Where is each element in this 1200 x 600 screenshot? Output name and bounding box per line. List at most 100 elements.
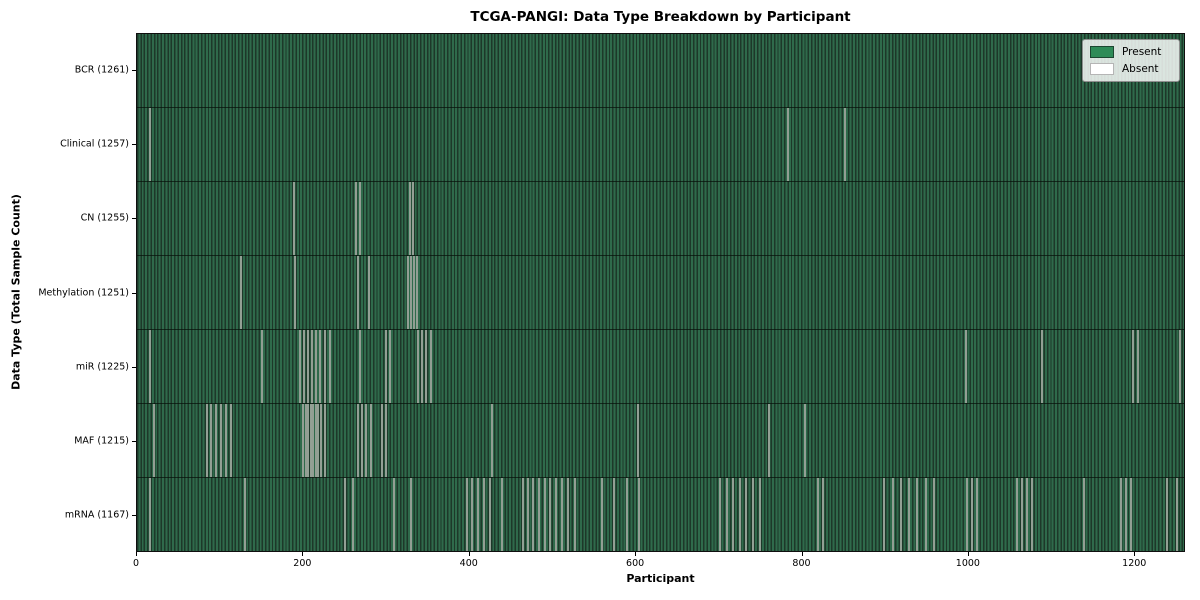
absent-mark [465, 478, 468, 551]
xtick-label: 800 [792, 558, 811, 569]
absent-mark [786, 108, 789, 181]
absent-mark [149, 330, 152, 403]
absent-mark [239, 256, 242, 329]
absent-mark [302, 330, 305, 403]
xtick-label: 1200 [1122, 558, 1147, 569]
absent-mark [561, 478, 564, 551]
absent-mark [304, 404, 307, 477]
absent-mark [1165, 478, 1168, 551]
absent-mark [625, 478, 628, 551]
ytick-mark [132, 144, 136, 146]
absent-mark [409, 256, 412, 329]
absent-mark [964, 330, 967, 403]
absent-mark [370, 404, 373, 477]
absent-mark [976, 478, 979, 551]
absent-mark [971, 478, 974, 551]
absent-mark [229, 404, 232, 477]
absent-mark [732, 478, 735, 551]
ytick-label: mRNA (1167) [64, 509, 129, 521]
absent-mark [302, 404, 305, 477]
absent-mark [483, 478, 486, 551]
chart-title: TCGA-PANGI: Data Type Breakdown by Parti… [470, 9, 851, 25]
absent-mark [365, 404, 368, 477]
absent-mark [412, 182, 415, 255]
absent-mark [420, 330, 423, 403]
ytick-label: Methylation (1251) [38, 287, 129, 298]
absent-mark [224, 404, 227, 477]
plot-area [136, 33, 1185, 552]
absent-mark [821, 478, 824, 551]
absent-mark [471, 478, 474, 551]
absent-mark [908, 478, 911, 551]
absent-mark [1031, 478, 1034, 551]
absent-mark [916, 478, 919, 551]
absent-mark [549, 478, 552, 551]
ytick-mark [132, 514, 136, 516]
absent-mark [393, 478, 396, 551]
absent-mark [1178, 330, 1181, 403]
absent-mark [758, 478, 761, 551]
absent-mark [966, 478, 969, 551]
absent-mark [367, 256, 370, 329]
absent-mark [314, 404, 317, 477]
absent-mark [385, 330, 388, 403]
absent-mark [490, 404, 493, 477]
absent-mark [356, 256, 359, 329]
absent-mark [613, 478, 616, 551]
absent-mark [209, 404, 212, 477]
absent-mark [522, 478, 525, 551]
absent-mark [317, 404, 319, 477]
row-miR [137, 329, 1184, 403]
ytick-label: Clinical (1257) [60, 138, 129, 150]
absent-mark [319, 330, 322, 403]
ytick-label: BCR (1261) [74, 64, 129, 76]
absent-mark [323, 404, 326, 477]
absent-mark [149, 478, 152, 551]
xtick-mark [801, 552, 803, 556]
absent-mark [380, 404, 383, 477]
absent-mark [219, 404, 222, 477]
absent-mark [1129, 478, 1132, 551]
row-BCR [137, 34, 1184, 107]
absent-mark [752, 478, 755, 551]
absent-mark [343, 478, 346, 551]
legend-swatch-absent [1090, 63, 1114, 75]
absent-mark [311, 330, 314, 403]
legend-label-absent: Absent [1122, 63, 1159, 75]
absent-mark [767, 404, 770, 477]
absent-mark [149, 108, 152, 181]
xtick-mark [1134, 552, 1136, 556]
absent-mark [1016, 478, 1019, 551]
absent-mark [501, 478, 504, 551]
ytick-mark [132, 440, 136, 442]
absent-mark [323, 330, 326, 403]
row-CN [137, 181, 1184, 255]
absent-mark [725, 478, 728, 551]
absent-mark [636, 404, 639, 477]
absent-mark [415, 256, 418, 329]
ytick-label: CN (1255) [80, 212, 129, 224]
absent-mark [891, 478, 894, 551]
absent-mark [214, 404, 217, 477]
ytick-label: MAF (1215) [74, 435, 129, 447]
absent-mark [718, 478, 721, 551]
absent-mark [573, 478, 576, 551]
absent-mark [312, 404, 315, 477]
absent-mark [1082, 478, 1085, 551]
absent-mark [537, 478, 540, 551]
absent-mark [1132, 330, 1135, 403]
row-Methylation [137, 255, 1184, 329]
absent-mark [307, 404, 310, 477]
xtick-label: 600 [626, 558, 645, 569]
absent-mark [292, 182, 295, 255]
ytick-mark [132, 70, 136, 72]
absent-mark [488, 478, 491, 551]
absent-mark [320, 404, 323, 477]
absent-mark [315, 330, 318, 403]
absent-mark [152, 404, 155, 477]
absent-mark [816, 478, 819, 551]
absent-mark [328, 330, 331, 403]
ytick-label: miR (1225) [75, 361, 129, 373]
absent-mark [933, 478, 936, 551]
